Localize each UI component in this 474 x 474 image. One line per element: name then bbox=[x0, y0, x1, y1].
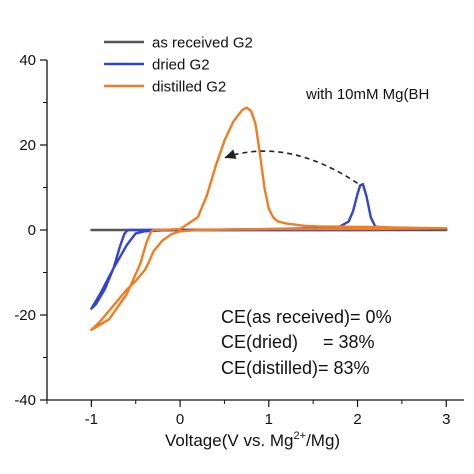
y-tick-label: -40 bbox=[14, 392, 36, 409]
y-tick-label: 20 bbox=[19, 137, 36, 154]
x-tick-label: 0 bbox=[176, 411, 184, 428]
y-tick-label: 0 bbox=[28, 222, 36, 239]
ticks: -1 0 1 2 3 -40 -20 0 20 40 bbox=[14, 52, 450, 428]
x-axis-label: Voltage(V vs. Mg2+/Mg) bbox=[165, 430, 340, 450]
x-tick-label: 2 bbox=[353, 411, 361, 428]
x-axis-label-end: /Mg) bbox=[306, 431, 340, 450]
ce-dried: CE(dried) = 38% bbox=[221, 332, 375, 352]
series-layer bbox=[90, 106, 448, 332]
x-tick-label: 3 bbox=[442, 411, 450, 428]
legend: as received G2 dried G2 distilled G2 bbox=[104, 35, 253, 96]
x-axis-label-main: Voltage(V vs. Mg bbox=[165, 431, 294, 450]
series-line-distilled-g2 bbox=[90, 106, 448, 332]
legend-label-as-received-g2: as received G2 bbox=[152, 35, 253, 52]
dashed-arrow bbox=[224, 150, 358, 184]
legend-label-distilled-g2: distilled G2 bbox=[152, 79, 226, 96]
ce-as-received: CE(as received)= 0% bbox=[221, 307, 392, 327]
x-axis-label-sup: 2+ bbox=[294, 430, 307, 442]
x-tick-label: 1 bbox=[265, 411, 273, 428]
y-tick-label: -20 bbox=[14, 307, 36, 324]
annotation-with: with 10mM Mg(BH bbox=[305, 86, 429, 103]
ce-distilled: CE(distilled)= 83% bbox=[221, 358, 370, 378]
y-tick-label: 40 bbox=[19, 52, 36, 69]
legend-label-dried-g2: dried G2 bbox=[152, 57, 210, 74]
arrowhead bbox=[224, 149, 237, 159]
x-tick-label: -1 bbox=[85, 411, 98, 428]
